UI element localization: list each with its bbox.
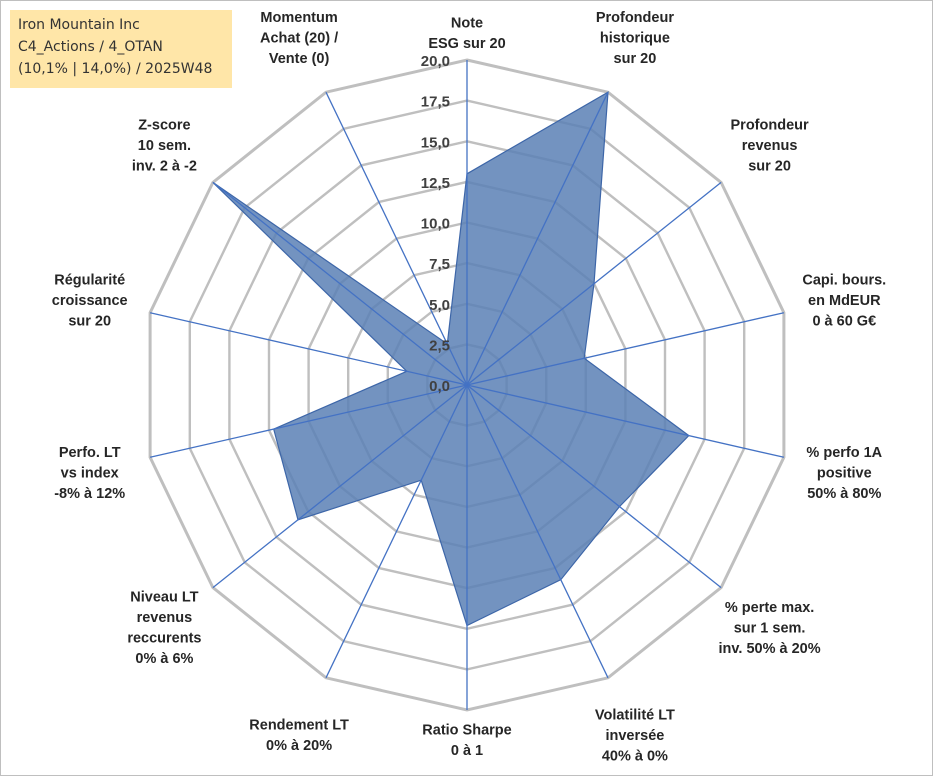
axis-label-line: % perte max.: [725, 600, 814, 616]
axis-label-line: en MdEUR: [808, 293, 881, 309]
tick-label: 20,0: [421, 53, 450, 70]
axis-label-line: Achat (20) /: [260, 31, 338, 47]
axis-label-line: 40% à 0%: [602, 748, 668, 764]
axis-label-line: revenus: [742, 138, 798, 154]
axis-label-line: -8% à 12%: [54, 486, 125, 502]
series-area: [212, 91, 690, 627]
axis-label: Capi. bours. en MdEUR 0 à 60 G€: [802, 273, 886, 330]
tick-label: 17,5: [421, 94, 450, 111]
axis-label-line: 50% à 80%: [807, 486, 881, 502]
axis-label-line: Note: [451, 15, 483, 31]
axis-label-line: sur 20: [748, 158, 791, 174]
axis-spoke: [466, 384, 722, 589]
tick-label: 10,0: [421, 216, 450, 233]
data-series: [212, 91, 690, 627]
axis-label-line: Rendement LT: [249, 718, 349, 734]
axis-label-line: 0 à 60 G€: [812, 314, 876, 330]
axis-label-line: croissance: [52, 293, 128, 309]
axis-label: Profondeur historique sur 20: [596, 10, 674, 67]
axis-label-line: Momentum: [260, 10, 337, 26]
axis-label-line: Profondeur: [596, 10, 674, 26]
axis-label-line: positive: [817, 465, 872, 481]
axis-label-line: Z-score: [138, 117, 190, 133]
axis-labels: Note ESG sur 20 Profondeur historique sur 20…: [52, 10, 886, 764]
axis-label: Momentum Achat (20) / Vente (0): [260, 10, 338, 67]
axis-spoke: [466, 384, 785, 458]
axis-label-line: Ratio Sharpe: [422, 722, 511, 738]
axis-spoke: [325, 384, 468, 679]
axis-label-line: 10 sem.: [138, 138, 191, 154]
axis-label: Profondeur revenus sur 20: [731, 117, 809, 174]
axis-spoke: [212, 384, 468, 589]
axis-spoke: [466, 312, 785, 386]
axis-label-line: Vente (0): [269, 51, 330, 67]
axis-label-line: ESG sur 20: [428, 36, 505, 52]
axis-spoke: [466, 91, 609, 386]
axis-label: Note ESG sur 20: [428, 15, 505, 52]
axis-label-line: inv. 50% à 20%: [719, 641, 821, 657]
axis-spoke: [149, 384, 468, 458]
axis-label: % perte max. sur 1 sem. inv. 50% à 20%: [719, 600, 821, 657]
performance-summary: (10,1% | 14,0%) / 2025W48: [18, 61, 213, 77]
radial-tick-labels: 0,0 2,5 5,0 7,5 10,0 12,5 15,0 17,5 20,0: [421, 53, 450, 395]
axis-label: % perfo 1A positive 50% à 80%: [806, 445, 882, 502]
axis-label: Régularité croissance sur 20: [52, 273, 128, 330]
axis-spoke: [466, 181, 722, 386]
axis-spoke: [212, 181, 468, 386]
axis-spoke: [466, 384, 609, 679]
axis-label-line: sur 20: [68, 314, 111, 330]
tick-label: 0,0: [429, 378, 450, 395]
axis-label-line: % perfo 1A: [806, 445, 882, 461]
tick-label: 15,0: [421, 134, 450, 151]
axis-label-line: 0% à 6%: [135, 651, 193, 667]
axis-label-line: Capi. bours.: [802, 273, 886, 289]
axis-label: Z-score 10 sem. inv. 2 à -2: [132, 117, 197, 174]
axis-label: Volatilité LT inversée 40% à 0%: [595, 707, 675, 764]
axis-label-line: historique: [600, 31, 670, 47]
axis-label-line: revenus: [137, 610, 193, 626]
axis-spoke: [325, 91, 468, 386]
axis-spoke: [149, 312, 468, 386]
axis-label-line: reccurents: [127, 631, 201, 647]
axis-label: Niveau LT revenus reccurents 0% à 6%: [127, 590, 201, 668]
tick-label: 5,0: [429, 297, 450, 314]
tick-label: 2,5: [429, 337, 450, 354]
axis-label-line: Profondeur: [731, 117, 809, 133]
axis-label-line: inversée: [605, 728, 664, 744]
axis-label-line: sur 1 sem.: [734, 620, 806, 636]
axis-label-line: Régularité: [54, 273, 125, 289]
radar-spokes: [149, 60, 785, 710]
axis-label-line: Niveau LT: [130, 590, 198, 606]
tick-label: 12,5: [421, 175, 450, 192]
axis-label: Ratio Sharpe 0 à 1: [422, 722, 511, 759]
axis-label-line: inv. 2 à -2: [132, 158, 197, 174]
axis-label-line: vs index: [61, 465, 119, 481]
axis-label: Perfo. LT vs index -8% à 12%: [54, 445, 125, 502]
portfolio-category: C4_Actions / 4_OTAN: [18, 39, 163, 55]
axis-label-line: 0 à 1: [451, 743, 483, 759]
axis-label-line: sur 20: [614, 51, 657, 67]
tick-label: 7,5: [429, 256, 450, 273]
axis-label: Rendement LT 0% à 20%: [249, 718, 349, 755]
axis-label-line: Perfo. LT: [59, 445, 121, 461]
info-box: Iron Mountain Inc C4_Actions / 4_OTAN (1…: [10, 10, 232, 88]
company-name: Iron Mountain Inc: [18, 17, 140, 33]
axis-label-line: 0% à 20%: [266, 738, 332, 754]
axis-label-line: Volatilité LT: [595, 707, 675, 723]
